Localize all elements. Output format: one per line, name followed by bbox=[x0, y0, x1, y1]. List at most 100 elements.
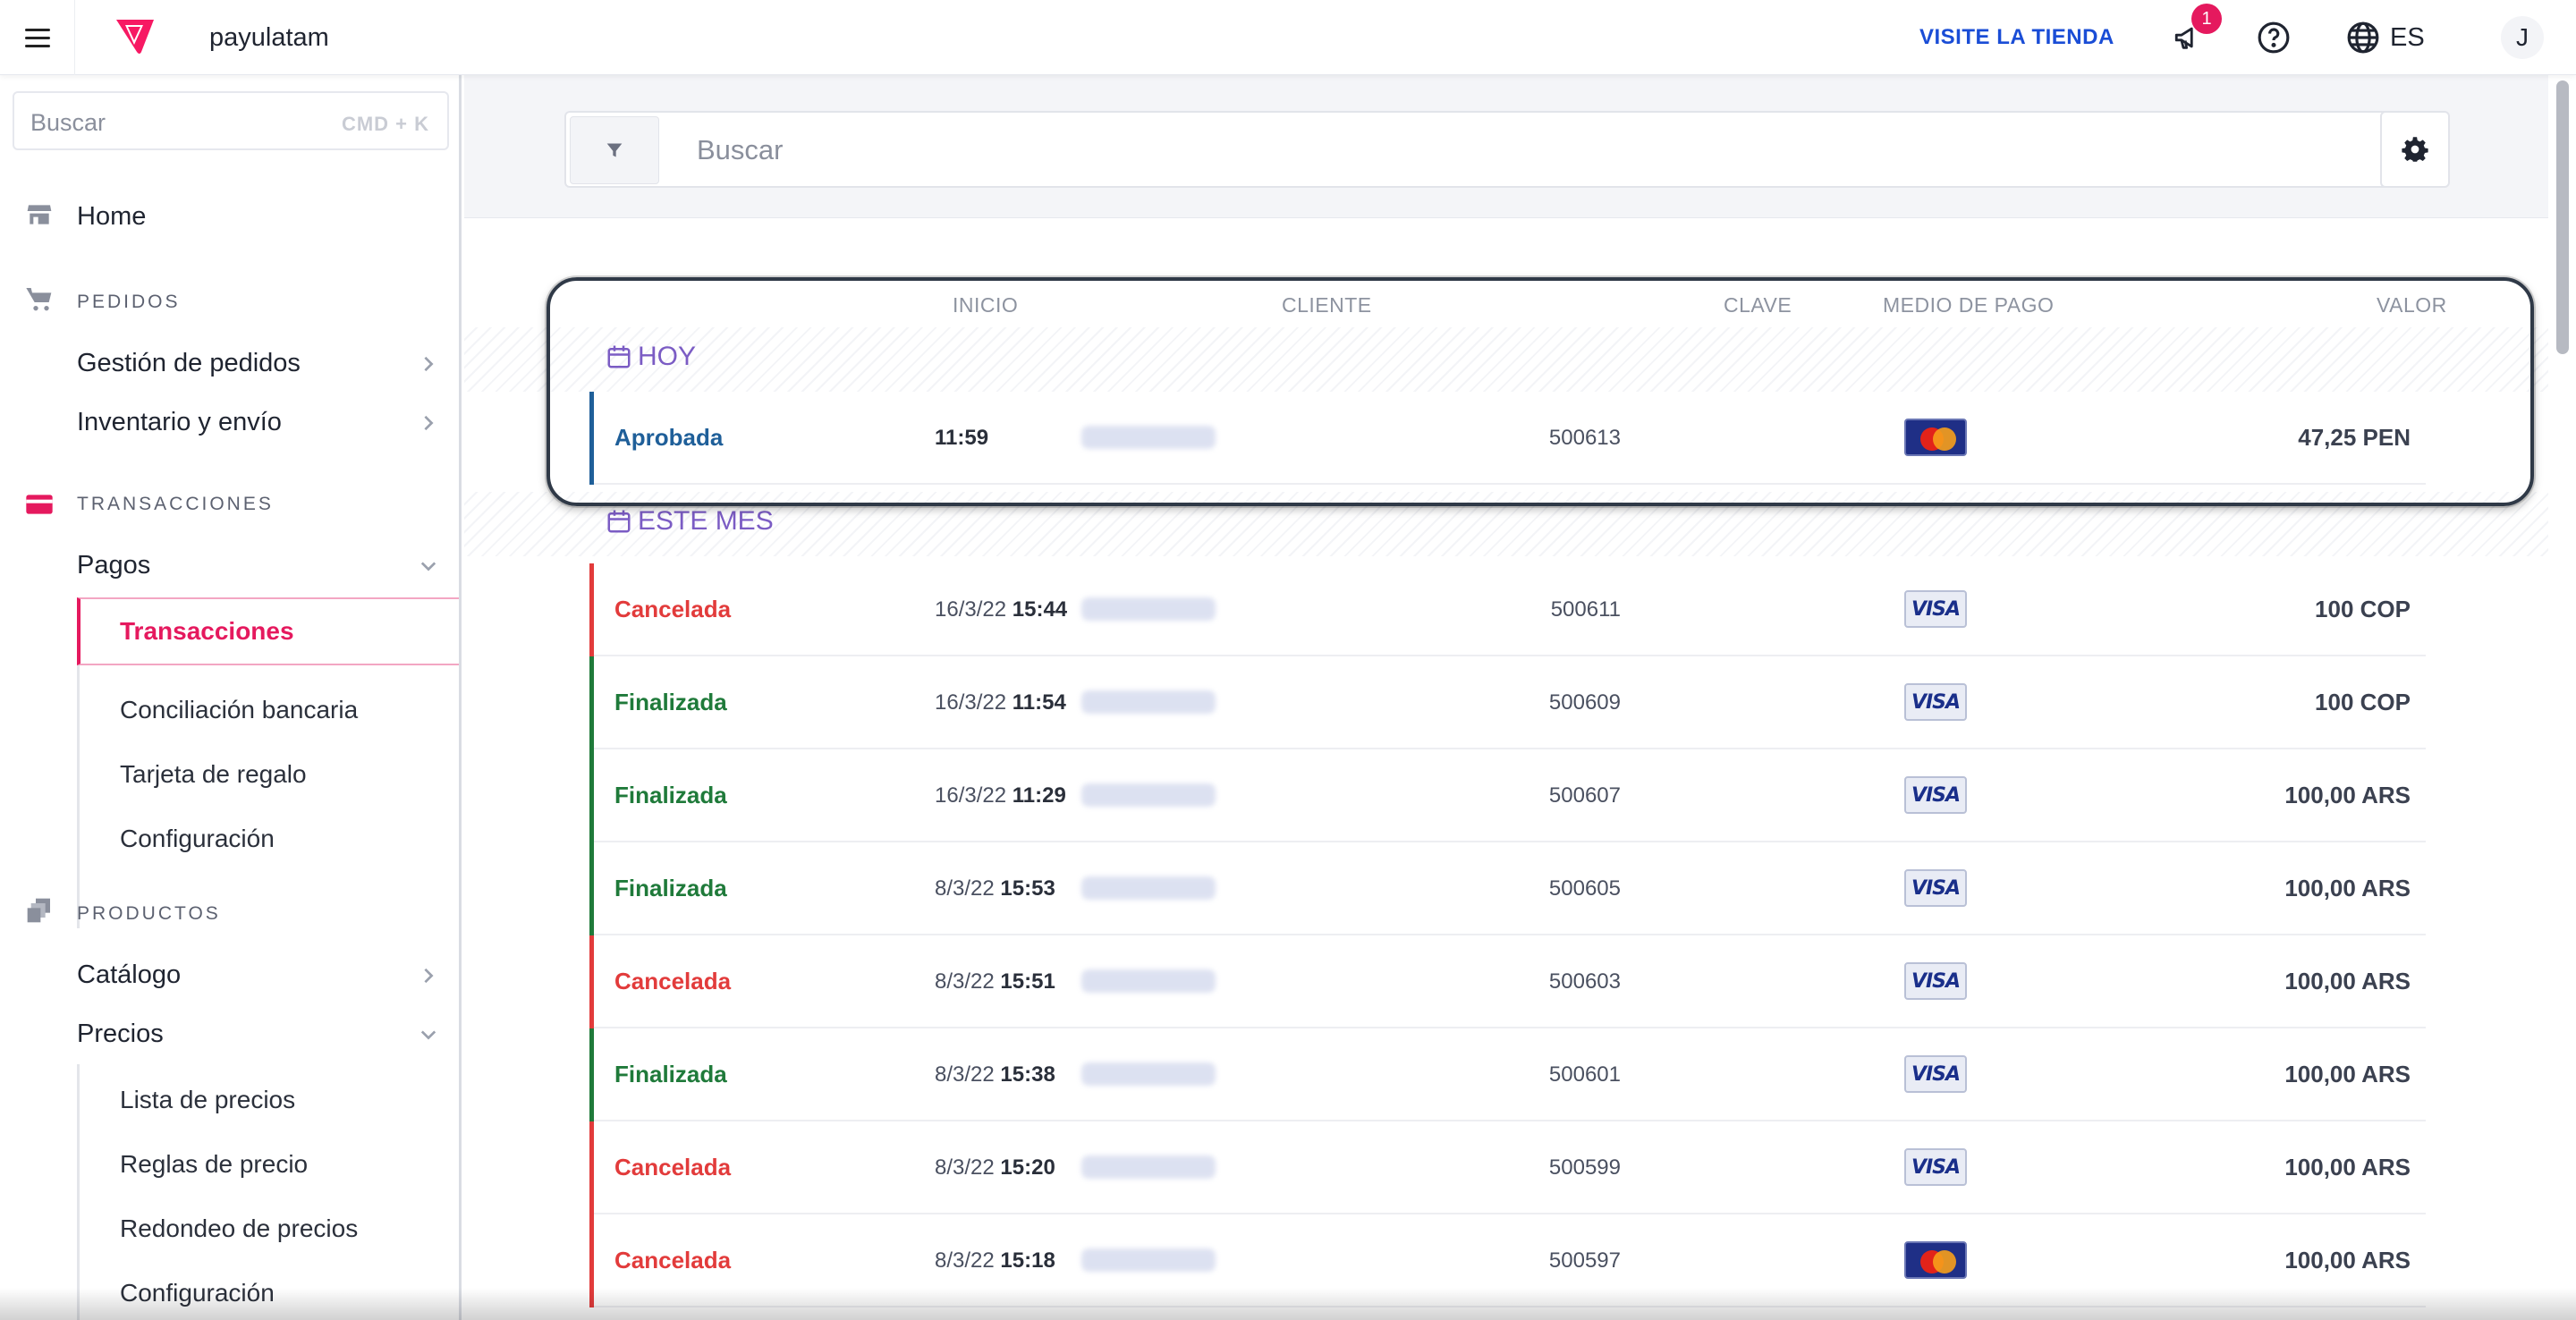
table-row[interactable]: Cancelada 16/3/22 15:44 500611 VISA 100 COP bbox=[589, 563, 2426, 656]
submenu-rail bbox=[77, 1064, 80, 1320]
chevron-right-icon[interactable] bbox=[420, 415, 436, 431]
menu-icon[interactable] bbox=[0, 0, 75, 75]
store-icon bbox=[27, 205, 52, 224]
vtex-logo[interactable] bbox=[114, 16, 156, 55]
help-button[interactable] bbox=[2254, 18, 2293, 57]
sidebar-item-tarjeta-regalo[interactable]: Tarjeta de regalo bbox=[120, 760, 307, 788]
client-name-redacted bbox=[1081, 690, 1216, 714]
client-name-redacted bbox=[1081, 876, 1216, 900]
sidebar-item-transacciones[interactable]: Transacciones bbox=[77, 597, 459, 665]
visit-store-link[interactable]: VISITE LA TIENDA bbox=[1919, 25, 2114, 49]
table-row[interactable]: Finalizada 16/3/22 11:54 500609 VISA 100 COP bbox=[589, 656, 2426, 749]
start-time: 15:38 bbox=[1000, 1062, 1055, 1087]
start-datetime: 16/3/22 11:54 bbox=[935, 690, 1066, 715]
submenu-rail bbox=[77, 597, 80, 928]
start-datetime: 8/3/22 15:53 bbox=[935, 876, 1055, 901]
transaction-key: 500601 bbox=[1548, 1062, 1621, 1087]
calendar-icon bbox=[607, 345, 631, 368]
sidebar-item-inventario[interactable]: Inventario y envío bbox=[77, 408, 282, 436]
column-header-inicio[interactable]: INICIO bbox=[953, 293, 1019, 317]
status-label: Cancelada bbox=[614, 596, 732, 622]
start-time: 15:20 bbox=[1000, 1155, 1055, 1180]
section-pedidos: PEDIDOS bbox=[77, 292, 181, 312]
announcements-button[interactable] bbox=[2168, 18, 2207, 57]
start-date: 16/3/22 bbox=[935, 690, 1007, 715]
sidebar-search-input[interactable]: Buscar CMD + K bbox=[13, 91, 449, 150]
chevron-down-icon[interactable] bbox=[420, 558, 436, 574]
start-datetime: 8/3/22 15:20 bbox=[935, 1155, 1055, 1180]
filter-button[interactable] bbox=[570, 116, 659, 184]
sidebar-item-transacciones-label: Transacciones bbox=[120, 617, 294, 645]
status-indicator-bar bbox=[589, 392, 594, 485]
start-datetime: 8/3/22 15:18 bbox=[935, 1248, 1055, 1273]
start-time: 15:51 bbox=[1000, 969, 1055, 994]
notification-badge: 1 bbox=[2191, 4, 2222, 34]
chevron-right-icon[interactable] bbox=[420, 356, 436, 372]
column-header-valor[interactable]: VALOR bbox=[2377, 293, 2447, 317]
sidebar-item-configuracion-pagos[interactable]: Configuración bbox=[120, 825, 275, 852]
chevron-down-icon[interactable] bbox=[420, 1027, 436, 1043]
sidebar-item-gestion-pedidos[interactable]: Gestión de pedidos bbox=[77, 349, 301, 377]
user-avatar[interactable]: J bbox=[2501, 16, 2544, 59]
status-indicator-bar bbox=[589, 563, 594, 656]
client-name-redacted bbox=[1081, 783, 1216, 807]
client-name-redacted bbox=[1081, 426, 1216, 449]
sidebar-item-catalogo[interactable]: Catálogo bbox=[77, 960, 182, 989]
table-row[interactable]: Aprobada 11:59 500613 47,25 PEN bbox=[589, 392, 2426, 485]
mastercard-icon bbox=[1904, 1241, 1967, 1279]
start-time: 15:53 bbox=[1000, 876, 1055, 901]
store-name[interactable]: payulatam bbox=[209, 23, 329, 52]
table-row[interactable]: Cancelada 8/3/22 15:20 500599 VISA 100,00 AR… bbox=[589, 1121, 2426, 1214]
cart-icon bbox=[26, 288, 52, 311]
transaction-amount: 100,00 ARS bbox=[2284, 782, 2411, 808]
sidebar-item-pagos[interactable]: Pagos bbox=[77, 551, 151, 580]
sidebar-item-reglas-precio[interactable]: Reglas de precio bbox=[120, 1150, 309, 1178]
group-label-today: HOY bbox=[606, 342, 696, 372]
start-date: 8/3/22 bbox=[935, 1062, 995, 1087]
start-time: 11:29 bbox=[1012, 783, 1066, 808]
table-row[interactable]: Finalizada 8/3/22 15:38 500601 VISA 100,00 A… bbox=[589, 1028, 2426, 1121]
sidebar-item-redondeo[interactable]: Redondeo de precios bbox=[120, 1214, 359, 1242]
transaction-key: 500597 bbox=[1548, 1248, 1621, 1273]
table-row[interactable]: Finalizada 16/3/22 11:29 500607 VISA 100,00 … bbox=[589, 749, 2426, 842]
calendar-icon bbox=[607, 510, 631, 533]
section-productos: PRODUCTOS bbox=[77, 903, 221, 924]
start-datetime: 8/3/22 15:38 bbox=[935, 1062, 1055, 1087]
credit-card-icon bbox=[26, 495, 53, 514]
gear-icon bbox=[2402, 137, 2428, 162]
sidebar-item-home[interactable]: Home bbox=[77, 202, 147, 231]
group-band-today bbox=[464, 327, 2548, 392]
start-time: 15:18 bbox=[1000, 1248, 1055, 1273]
start-time: 15:44 bbox=[1012, 597, 1068, 622]
table-row[interactable]: Cancelada 8/3/22 15:18 500597 100,00 ARS bbox=[589, 1214, 2426, 1307]
transaction-amount: 100,00 ARS bbox=[2284, 1247, 2411, 1273]
sidebar-item-precios[interactable]: Precios bbox=[77, 1020, 164, 1048]
transaction-amount: 100,00 ARS bbox=[2284, 968, 2411, 994]
settings-button[interactable] bbox=[2380, 111, 2450, 188]
sidebar-item-configuracion-precios[interactable]: Configuración bbox=[120, 1279, 275, 1307]
scrollbar-thumb[interactable] bbox=[2556, 80, 2569, 354]
sidebar-item-conciliacion[interactable]: Conciliación bancaria bbox=[120, 696, 359, 723]
language-button[interactable] bbox=[2343, 18, 2383, 57]
start-date: 8/3/22 bbox=[935, 969, 995, 994]
status-label: Aprobada bbox=[614, 424, 724, 451]
column-header-cliente[interactable]: CLIENTE bbox=[1282, 293, 1372, 317]
transaction-search-input[interactable]: Buscar bbox=[564, 111, 2389, 188]
status-label: Cancelada bbox=[614, 1247, 732, 1273]
sidebar-item-lista-precios[interactable]: Lista de precios bbox=[120, 1086, 296, 1113]
column-header-clave[interactable]: CLAVE bbox=[1724, 293, 1792, 317]
status-label: Finalizada bbox=[614, 1061, 727, 1087]
transaction-amount: 100 COP bbox=[2315, 689, 2411, 715]
table-row[interactable]: Finalizada 8/3/22 15:53 500605 VISA 100,00 A… bbox=[589, 842, 2426, 935]
visa-card-icon: VISA bbox=[1904, 869, 1967, 907]
chevron-right-icon[interactable] bbox=[420, 968, 436, 984]
status-label: Cancelada bbox=[614, 968, 732, 994]
start-datetime: 16/3/22 11:29 bbox=[935, 783, 1066, 808]
language-label[interactable]: ES bbox=[2390, 23, 2425, 52]
group-band-month bbox=[464, 492, 2548, 556]
globe-icon bbox=[2347, 21, 2379, 54]
transaction-amount: 100,00 ARS bbox=[2284, 1061, 2411, 1087]
column-header-medio-pago[interactable]: MEDIO DE PAGO bbox=[1883, 293, 2055, 317]
start-datetime: 11:59 bbox=[935, 426, 988, 451]
table-row[interactable]: Cancelada 8/3/22 15:51 500603 VISA 100,00 AR… bbox=[589, 935, 2426, 1028]
